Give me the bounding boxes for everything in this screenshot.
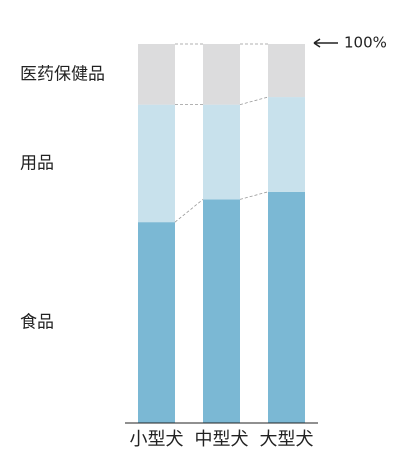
bar-segment (268, 44, 305, 98)
x-tick-label: 小型犬 (130, 429, 184, 450)
series-label: 食品 (20, 313, 54, 333)
connector (174, 199, 204, 223)
annotation: 100% (344, 34, 387, 52)
bar-segment (138, 222, 175, 423)
bar-segment (203, 104, 240, 200)
bar-segment (268, 97, 305, 192)
x-tick-label: 大型犬 (260, 429, 314, 450)
connector (239, 191, 269, 200)
bar-segment (138, 44, 175, 105)
bar-segment (268, 191, 305, 423)
series-label: 医药保健品 (20, 64, 105, 84)
series-label: 用品 (20, 153, 54, 173)
bar-segment (203, 199, 240, 423)
bar-segment (203, 44, 240, 105)
bar-segment (138, 104, 175, 223)
connector (239, 96, 269, 106)
arrow (313, 38, 338, 48)
x-tick-label: 中型犬 (195, 429, 249, 450)
